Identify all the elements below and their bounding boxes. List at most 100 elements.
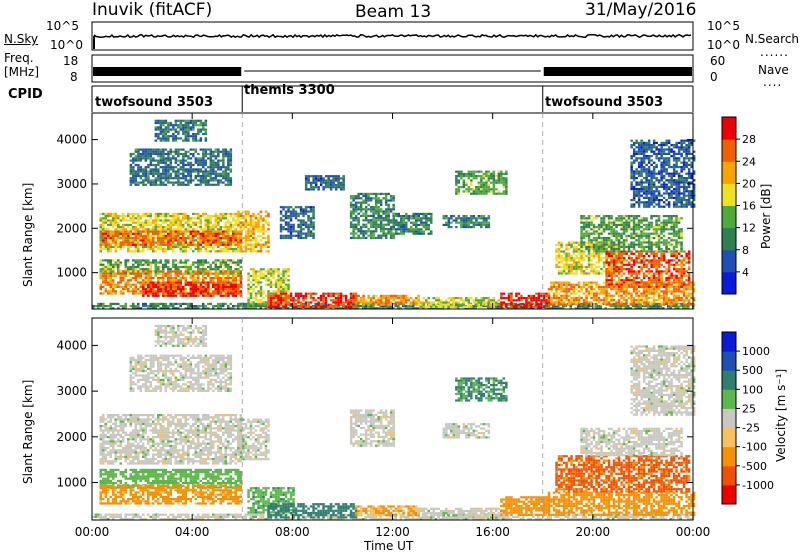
power-cell xyxy=(432,307,435,310)
power-cell xyxy=(164,283,167,286)
power-cell xyxy=(222,234,225,238)
power-cell xyxy=(304,294,308,297)
power-cell xyxy=(147,245,150,248)
power-cell xyxy=(112,272,115,275)
power-cell xyxy=(467,303,470,306)
power-cell xyxy=(237,217,240,220)
power-cell xyxy=(632,272,636,275)
power-cell xyxy=(229,285,233,289)
power-cell xyxy=(132,290,135,293)
power-cell xyxy=(219,288,222,291)
power-cell xyxy=(605,259,608,262)
power-cell xyxy=(445,303,448,306)
power-cell xyxy=(422,230,425,233)
power-cell xyxy=(610,261,613,264)
power-cell xyxy=(132,307,135,310)
power-cell xyxy=(107,277,110,280)
power-cell xyxy=(99,226,102,229)
power-cell xyxy=(172,223,175,226)
power-cell xyxy=(384,228,388,231)
power-cell xyxy=(222,274,225,277)
power-cell xyxy=(159,261,162,264)
power-cell xyxy=(635,299,638,302)
power-cell xyxy=(595,272,598,275)
power-cell xyxy=(224,281,227,284)
power-cell xyxy=(625,250,628,253)
power-cell xyxy=(289,236,293,240)
power-cell xyxy=(194,232,197,235)
power-cell xyxy=(652,288,656,291)
power-cell xyxy=(600,299,603,302)
power-cell xyxy=(569,305,572,308)
power-cell xyxy=(522,303,526,306)
power-cell xyxy=(282,219,285,222)
power-cell xyxy=(299,236,303,240)
power-cell xyxy=(442,215,446,218)
power-cell xyxy=(592,250,596,253)
power-cell xyxy=(234,279,237,282)
power-cell xyxy=(209,230,212,233)
power-cell xyxy=(107,228,110,231)
power-cell xyxy=(134,217,137,220)
power-cell xyxy=(269,285,273,288)
power-cell xyxy=(582,285,586,289)
power-cell xyxy=(129,245,132,248)
power-cell xyxy=(517,297,521,300)
power-cell xyxy=(142,228,145,231)
power-cell xyxy=(204,307,207,310)
power-cell xyxy=(257,234,260,237)
power-cell xyxy=(630,272,633,275)
power-cell xyxy=(630,296,633,300)
power-cell xyxy=(374,206,378,209)
power-cell xyxy=(192,270,195,273)
power-cell xyxy=(257,274,260,277)
power-cell xyxy=(575,268,578,271)
power-cell xyxy=(192,217,195,220)
power-cell xyxy=(107,270,110,273)
power-cell xyxy=(199,281,203,284)
power-cell xyxy=(179,219,182,222)
power-cell xyxy=(132,270,135,273)
power-cell xyxy=(630,292,633,295)
power-cell xyxy=(474,307,477,310)
power-cell xyxy=(154,217,157,220)
power-cell xyxy=(374,301,378,304)
power-cell xyxy=(252,245,255,248)
power-cell xyxy=(625,259,628,262)
power-cell xyxy=(237,243,240,246)
power-cell xyxy=(372,223,375,226)
power-cell xyxy=(252,234,255,237)
power-cell xyxy=(272,277,275,280)
power-cell xyxy=(520,297,523,300)
power-cell xyxy=(229,302,232,305)
power-cell xyxy=(247,228,250,231)
power-cell xyxy=(249,234,253,237)
power-cell xyxy=(369,219,373,222)
power-cell xyxy=(604,307,607,310)
power-cell xyxy=(107,241,110,244)
power-cell xyxy=(650,279,653,282)
power-cell xyxy=(167,223,170,226)
power-cell xyxy=(475,217,478,220)
power-cell xyxy=(287,279,290,282)
power-cell xyxy=(392,199,395,202)
power-cell xyxy=(555,263,558,266)
power-cell xyxy=(174,285,178,289)
power-cell xyxy=(632,290,636,293)
power-cell xyxy=(337,292,340,295)
power-cell xyxy=(284,279,288,282)
power-cell xyxy=(209,265,212,269)
power-cell xyxy=(174,292,177,295)
power-cell xyxy=(142,239,145,242)
power-cell xyxy=(204,270,207,273)
power-cell xyxy=(162,212,165,215)
power-cell xyxy=(377,201,380,204)
power-cell xyxy=(450,217,453,220)
power-cell xyxy=(354,292,358,295)
power-cell xyxy=(622,292,626,295)
power-cell xyxy=(500,303,503,306)
power-cell xyxy=(162,288,165,291)
power-cell xyxy=(647,250,651,253)
power-cell xyxy=(307,307,310,310)
power-cell xyxy=(307,305,310,308)
